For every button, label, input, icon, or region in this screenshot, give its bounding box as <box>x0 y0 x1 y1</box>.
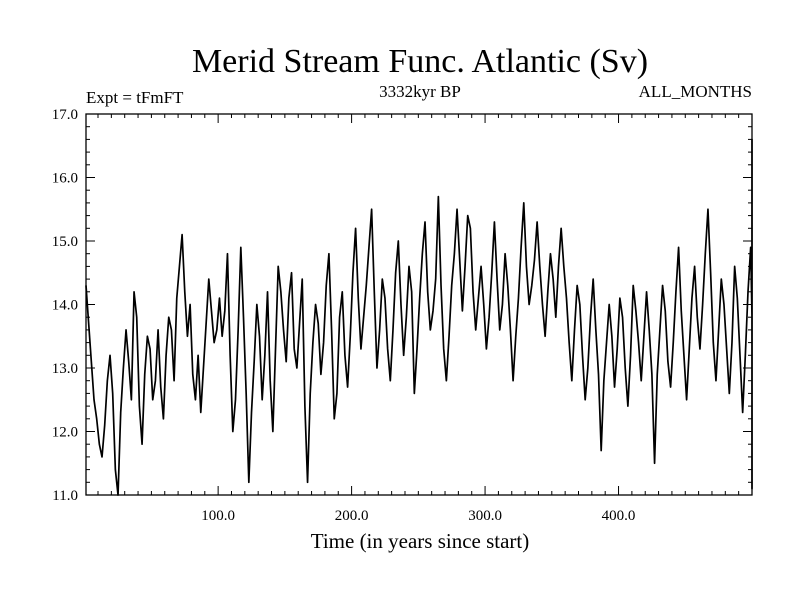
period-label: 3332kyr BP <box>379 82 461 101</box>
months-label: ALL_MONTHS <box>639 82 752 101</box>
y-tick-label: 12.0 <box>52 425 78 441</box>
y-tick-label: 14.0 <box>52 298 78 314</box>
y-tick-label: 11.0 <box>52 488 78 504</box>
y-tick-label: 13.0 <box>52 361 78 377</box>
plot-frame <box>85 113 753 496</box>
series-line <box>85 138 753 496</box>
chart-title: Merid Stream Func. Atlantic (Sv) <box>192 43 648 80</box>
x-tick-label: 100.0 <box>201 508 235 524</box>
axis-tick-labels: 100.0 200.0 300.0 400.0 11.0 12.0 13.0 14.0 15.0… <box>52 107 636 524</box>
x-axis-label: Time (in years since start) <box>311 529 530 553</box>
x-tick-label: 200.0 <box>335 508 369 524</box>
x-tick-label: 400.0 <box>602 508 636 524</box>
y-tick-label: 17.0 <box>52 107 78 123</box>
y-tick-label: 15.0 <box>52 234 78 250</box>
experiment-label: Expt = tFmFT <box>86 88 184 107</box>
x-tick-label: 300.0 <box>468 508 502 524</box>
series-layer <box>85 138 753 496</box>
y-tick-label: 16.0 <box>52 171 78 187</box>
